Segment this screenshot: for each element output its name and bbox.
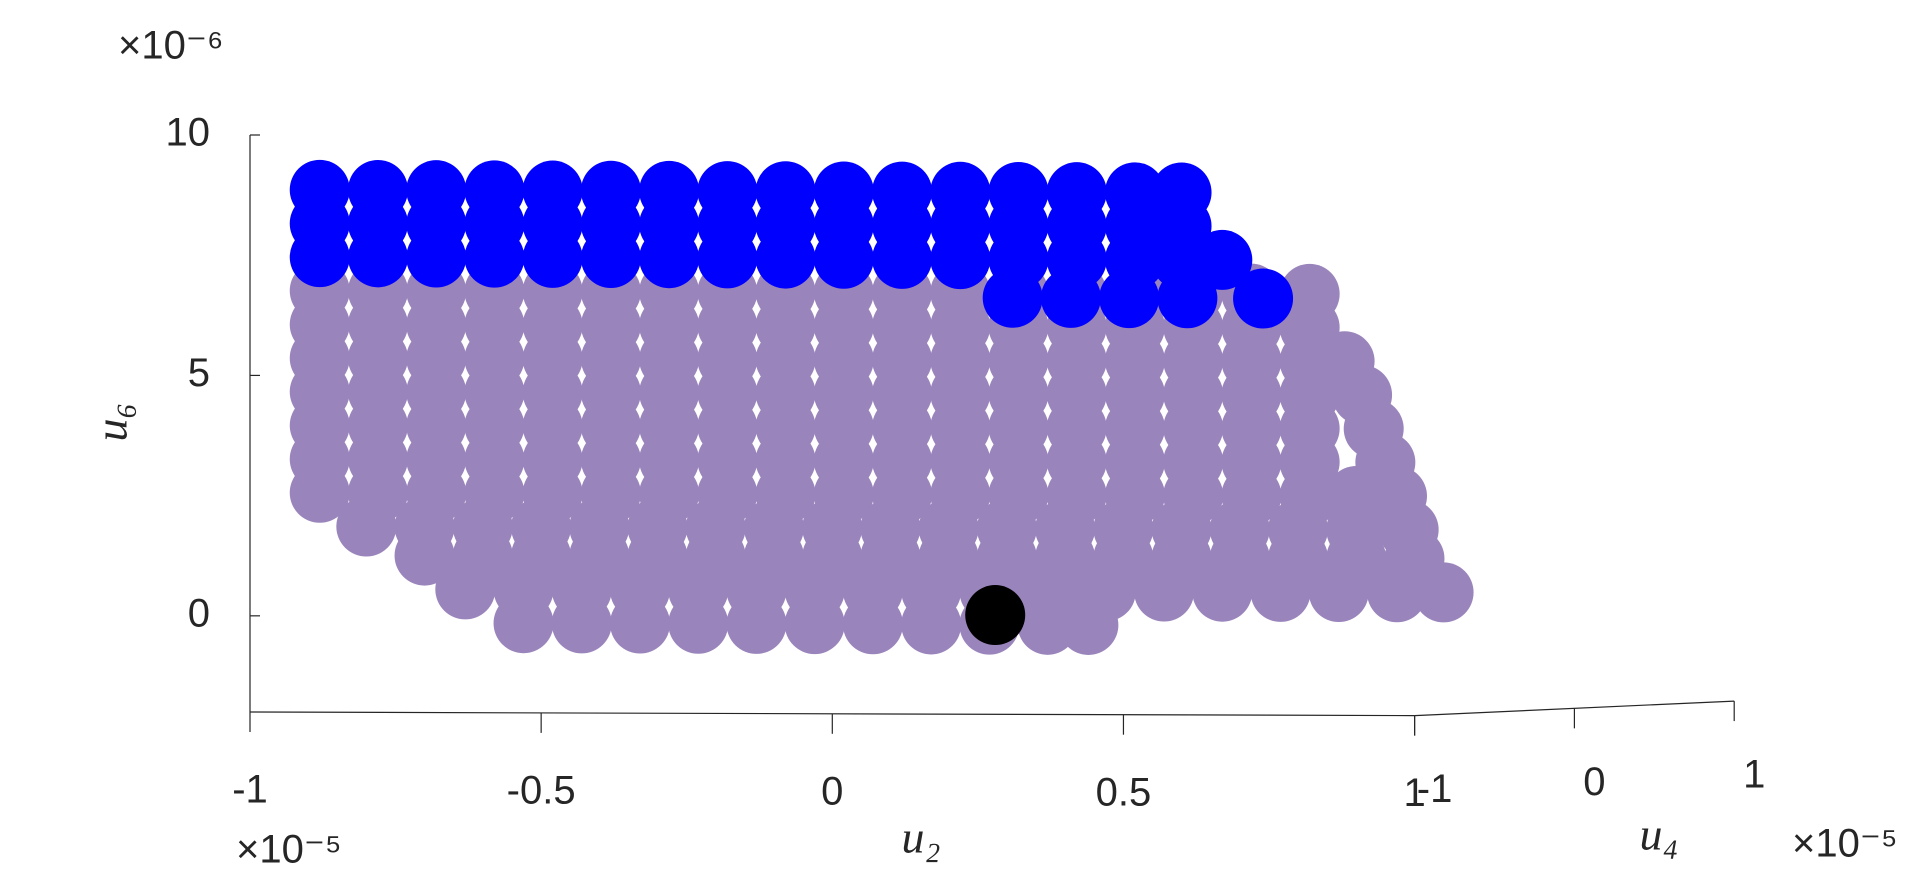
x-axis-label: u₂ — [902, 812, 941, 863]
x-tick-label: 0 — [821, 769, 843, 813]
point — [1192, 561, 1253, 622]
point — [1040, 267, 1101, 328]
point — [1233, 268, 1294, 329]
point — [1058, 594, 1119, 655]
point — [580, 228, 641, 289]
point — [842, 594, 903, 655]
point — [965, 585, 1026, 646]
x-tick-label: 1 — [1403, 771, 1425, 815]
point — [551, 593, 612, 654]
point — [668, 593, 729, 654]
point — [982, 267, 1043, 328]
point — [639, 228, 700, 289]
point — [1134, 561, 1195, 622]
point — [336, 496, 397, 557]
point — [394, 525, 455, 586]
x-exponent: ×10⁻⁵ — [236, 828, 342, 872]
z-exponent: ×10⁻⁶ — [118, 24, 223, 68]
y-tick-label: 0 — [1583, 760, 1605, 804]
point — [289, 462, 350, 523]
point — [930, 229, 991, 290]
point — [1157, 268, 1218, 329]
y-exponent: ×10⁻⁵ — [1792, 822, 1898, 866]
point — [493, 593, 554, 654]
point — [522, 227, 583, 288]
point — [697, 228, 758, 289]
point — [289, 227, 350, 288]
y-axis-label: u₄ — [1640, 809, 1679, 860]
point — [464, 227, 525, 288]
y-tick-label: 1 — [1743, 753, 1765, 797]
z-axis-label: u₆ — [86, 403, 137, 442]
x-tick-label: -1 — [232, 768, 268, 812]
point — [435, 559, 496, 620]
z-tick-label: 5 — [188, 351, 210, 395]
point — [1099, 268, 1160, 329]
x-tick-label: 0.5 — [1096, 770, 1152, 814]
point — [610, 593, 671, 654]
point — [1250, 561, 1311, 622]
point — [755, 228, 816, 289]
point — [872, 228, 933, 289]
point — [1413, 562, 1474, 623]
point — [726, 593, 787, 654]
point — [406, 227, 467, 288]
point — [901, 594, 962, 655]
point — [1366, 562, 1427, 623]
point — [1192, 229, 1253, 290]
y-tick-label: -1 — [1417, 767, 1453, 811]
point — [813, 228, 874, 289]
x-tick-label: -0.5 — [507, 768, 576, 812]
point — [347, 227, 408, 288]
z-tick-label: 0 — [188, 591, 210, 635]
point — [1308, 562, 1369, 623]
z-tick-label: 10 — [166, 111, 211, 155]
point — [784, 594, 845, 655]
